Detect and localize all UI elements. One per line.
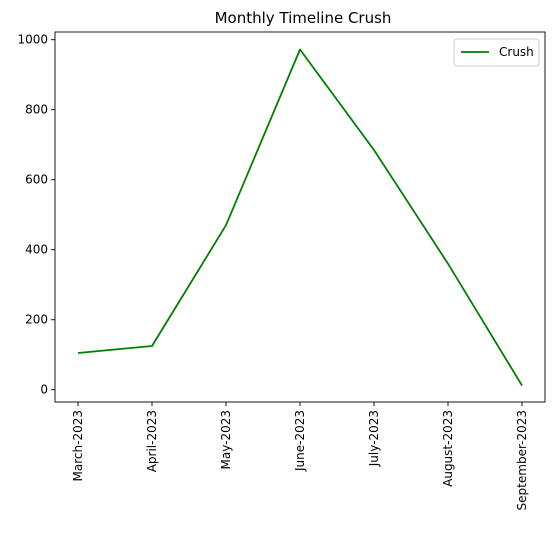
chart-title: Monthly Timeline Crush [215,9,392,27]
legend-box [453,38,540,67]
x-tick-label: August-2023 [441,410,455,487]
y-tick-label: 800 [25,103,48,117]
y-tick-label: 0 [40,383,48,397]
series-layer [77,48,523,386]
x-tick-label: September-2023 [515,410,529,510]
x-tick-label: March-2023 [71,410,85,481]
x-tick-label: July-2023 [367,410,381,467]
y-tick-label: 200 [25,313,48,327]
x-tick-label: May-2023 [219,410,233,469]
y-tick-label: 1000 [17,33,48,47]
x-axis: March-2023 April-2023 May-2023 June-2023 Jul… [71,402,529,510]
y-tick-label: 400 [25,243,48,257]
y-tick-label: 600 [25,173,48,187]
legend: Crush [453,38,540,67]
x-tick-label: April-2023 [145,410,159,472]
legend-label-crush: Crush [499,45,534,59]
x-tick-label: June-2023 [293,410,307,472]
plot-area [54,31,546,403]
y-axis: 0 200 400 600 800 1000 [17,33,55,397]
series-line-crush [77,48,523,386]
